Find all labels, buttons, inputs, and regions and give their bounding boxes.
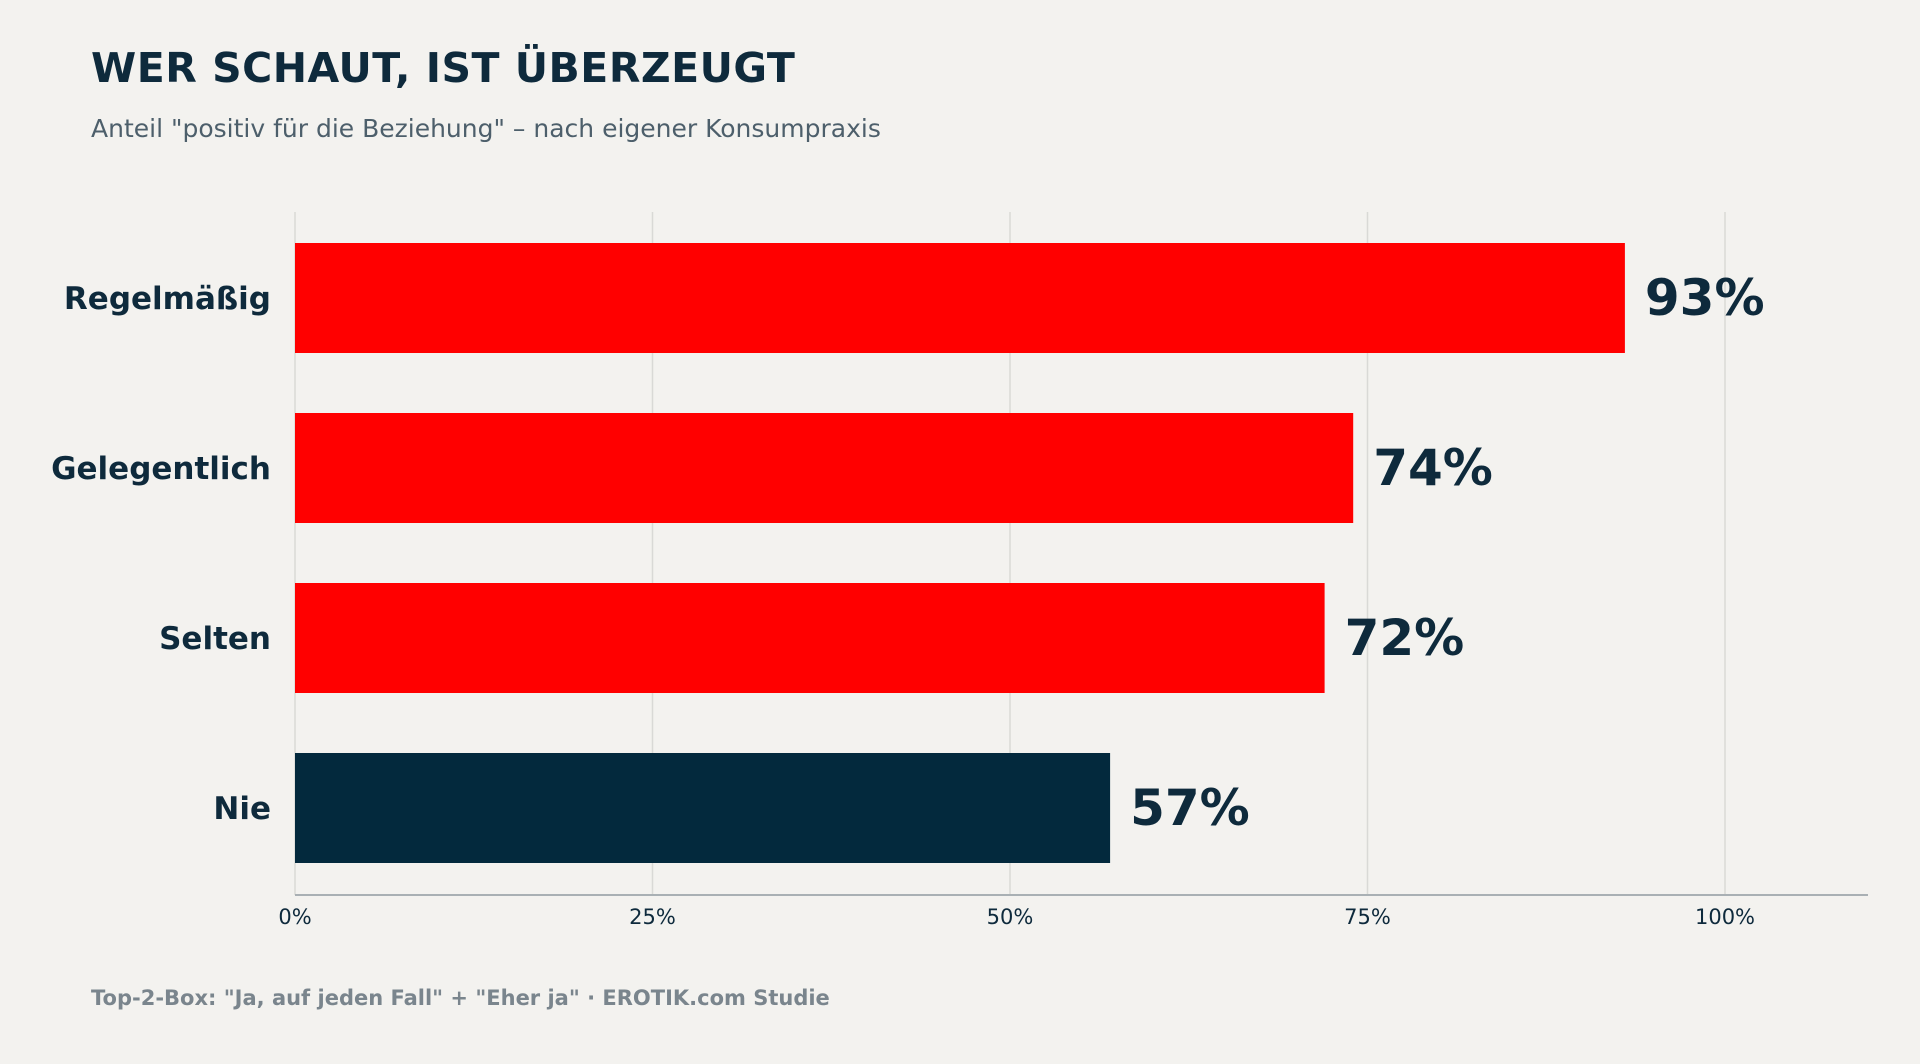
x-tick-label: 50% (987, 905, 1034, 929)
data-label: 57% (1130, 779, 1250, 837)
category-label: Regelmäßig (64, 281, 271, 317)
x-tick-label: 25% (629, 905, 676, 929)
data-label: 72% (1345, 609, 1465, 667)
data-label: 74% (1373, 439, 1493, 497)
category-label: Selten (159, 621, 271, 657)
bar-chart: Regelmäßig Gelegentlich Selten Nie 93% 74% 72… (51, 212, 1868, 929)
bar (295, 243, 1625, 353)
category-label: Gelegentlich (51, 451, 271, 487)
bar (295, 413, 1354, 523)
chart-title: WER SCHAUT, IST ÜBERZEUGT (91, 44, 796, 92)
bar (295, 753, 1111, 863)
data-label: 93% (1645, 269, 1765, 327)
chart-subtitle: Anteil "positiv für die Beziehung" – nac… (91, 114, 881, 143)
value-labels: 93% 74% 72% 57% (1130, 269, 1764, 837)
bar (295, 583, 1325, 693)
x-tick-label: 100% (1695, 905, 1755, 929)
category-label: Nie (213, 791, 271, 827)
bars (295, 243, 1625, 863)
source-footnote: Top-2-Box: "Ja, auf jeden Fall" + "Eher … (91, 986, 830, 1010)
x-tick-label: 0% (278, 905, 311, 929)
x-tick-labels: 0% 25% 50% 75% 100% (278, 905, 1755, 929)
x-tick-label: 75% (1344, 905, 1391, 929)
category-labels: Regelmäßig Gelegentlich Selten Nie (51, 281, 271, 827)
